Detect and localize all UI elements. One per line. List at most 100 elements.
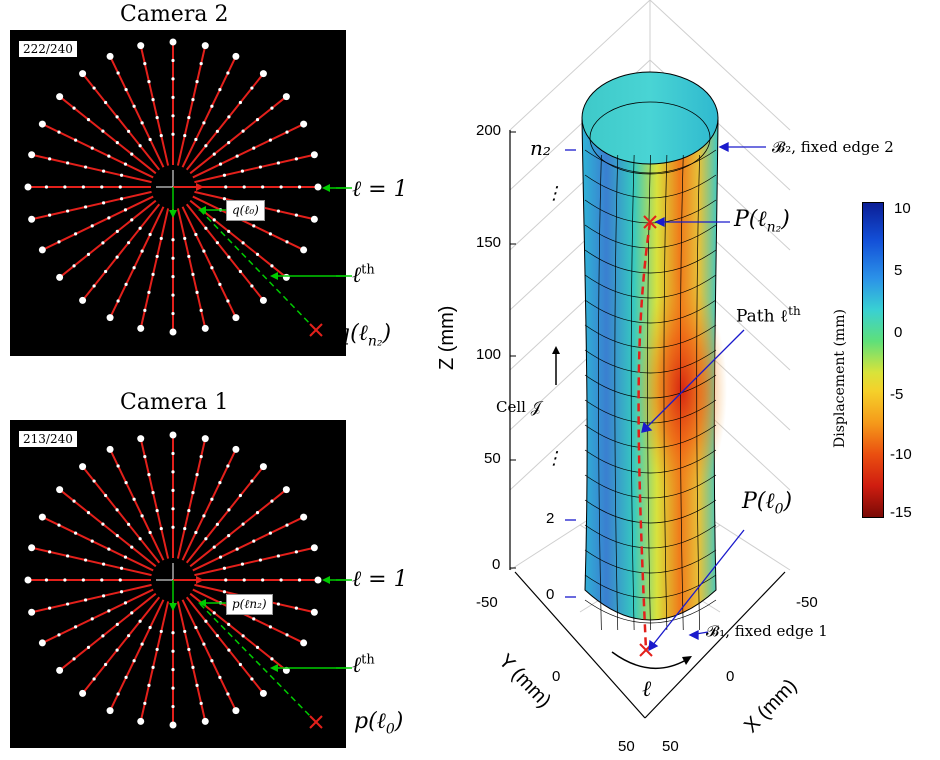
camera1-arrow-ell1-tail [336,579,352,581]
ray-marker [276,209,280,213]
ray [192,123,305,179]
ray-marker [259,296,267,304]
ray-marker [81,578,85,582]
ray-marker [222,566,227,570]
ray-marker [255,511,260,515]
ray-marker [104,100,108,105]
camera1-arrowhead-ell1 [322,576,330,584]
ray-marker [242,185,246,189]
ray-marker [215,522,219,526]
cylinder-top-rim [581,71,719,165]
colorbar [862,202,884,518]
ray-marker [38,246,46,254]
ray-marker [132,659,136,663]
ray-marker [147,473,151,477]
colorbar-label: Displacement (mm) [832,309,848,448]
ray-marker [107,216,111,220]
ray-marker [300,246,308,254]
ray-marker [171,704,175,709]
ray-marker [294,606,298,610]
ray-marker [115,255,119,259]
ray-marker [104,493,108,498]
ray-marker [241,522,245,526]
ray-marker [148,232,152,237]
ray-marker [226,464,230,468]
ray-marker [132,497,136,501]
ray-marker [171,132,175,136]
ray [139,45,170,166]
camera1-pend-sub: 0 [385,721,395,738]
ray-marker [106,52,114,60]
ray-marker [115,622,119,626]
camera2-arrow-ellth-tail [336,275,352,277]
ray-marker [171,275,175,279]
ray-marker [191,97,195,102]
ray-marker [171,451,175,456]
index-dots-top: ⋮ [545,183,563,204]
ray-marker [191,490,195,495]
ray-marker [106,445,114,453]
camera1-arrowhead-inset [198,599,206,607]
ray [31,190,152,221]
camera1-label-ell1: ℓ = 1 [352,567,408,592]
ray-marker [310,215,318,223]
ray-marker [201,324,209,332]
mesh-meridian [614,154,619,631]
ray-marker [148,625,152,630]
ray-marker [250,284,254,288]
ray-marker [235,154,239,158]
ray-marker [171,470,175,474]
mesh-ring [584,224,717,249]
ray-marker [297,185,302,189]
camera2-background [10,30,346,356]
ray-marker [56,486,64,494]
ray-marker [83,165,88,169]
ray-marker [92,479,96,483]
plot3d-annotation-arrows [565,141,766,652]
ray-marker [171,256,175,260]
mesh-ring [584,299,717,324]
ray-marker [24,183,32,191]
ray-marker [159,133,163,138]
ray-marker [194,625,198,630]
ray [139,601,170,722]
ray-marker [232,52,240,60]
ray-marker [187,115,191,120]
ray-marker [118,185,122,189]
ray [192,516,305,572]
ray-marker [66,602,70,606]
ray-marker [171,95,175,99]
ray-marker [123,601,128,605]
ray-marker [138,144,142,148]
camera1-ellth-base: ℓ [352,653,362,678]
ray-marker [227,648,231,652]
ray-marker [151,665,155,670]
path-label: Path ℓth [736,304,801,327]
ray [31,546,152,577]
camera1-inset-label: p(ℓn₂) [226,594,273,615]
ray-marker [130,218,134,222]
ray-marker [140,121,144,125]
ray-marker [300,513,308,521]
ray-marker [124,481,128,485]
colorbar-tick-0: 0 [894,324,903,341]
ray [185,73,265,171]
ray-marker [171,238,175,242]
ray-marker [210,659,214,663]
ray [189,95,287,175]
ray-marker [183,629,187,634]
z-tick-0: 0 [492,556,501,573]
ray-marker [101,634,105,638]
ray-marker [276,602,280,606]
ray-marker [171,77,175,81]
ray [181,206,237,319]
ray-marker [90,539,94,543]
ray-marker [124,282,128,286]
ray [109,55,165,168]
camera2-title: Camera 2 [120,2,229,27]
ray-marker [155,647,159,652]
ray-marker [252,146,256,150]
ray-marker [268,625,272,629]
p-bottom-close: ) [783,489,793,514]
camera2-frame-counter: 222/240 [18,40,78,58]
